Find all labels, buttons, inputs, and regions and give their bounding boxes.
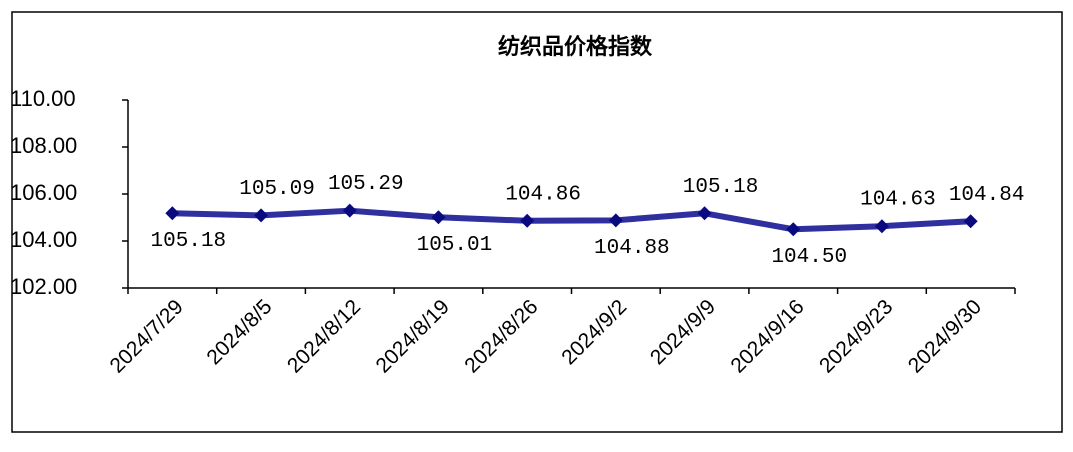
- marker: [254, 208, 269, 223]
- data-label: 105.09: [239, 178, 315, 201]
- data-label: 104.88: [594, 237, 670, 260]
- y-tick-label: 110.00: [10, 86, 76, 111]
- marker: [520, 213, 535, 228]
- data-label: 105.29: [328, 173, 404, 196]
- data-label: 104.86: [505, 183, 581, 206]
- data-label: 104.63: [860, 189, 936, 212]
- marker: [874, 219, 889, 234]
- marker: [431, 210, 446, 225]
- marker: [165, 206, 180, 221]
- data-label: 105.18: [151, 230, 227, 253]
- marker: [608, 213, 623, 228]
- data-label: 105.01: [417, 234, 493, 257]
- data-label: 104.50: [771, 246, 847, 269]
- marker: [342, 203, 357, 218]
- chart-title: 纺织品价格指数: [498, 34, 653, 59]
- y-tick-label: 106.00: [10, 180, 77, 205]
- y-tick-label: 108.00: [10, 133, 77, 158]
- y-tick-label: 104.00: [10, 227, 77, 252]
- y-tick-label: 102.00: [10, 274, 77, 299]
- marker: [963, 214, 978, 229]
- marker: [786, 222, 801, 237]
- marker: [697, 206, 712, 221]
- line: [172, 207, 971, 233]
- data-label: 104.84: [949, 184, 1025, 207]
- data-label: 105.18: [683, 176, 759, 199]
